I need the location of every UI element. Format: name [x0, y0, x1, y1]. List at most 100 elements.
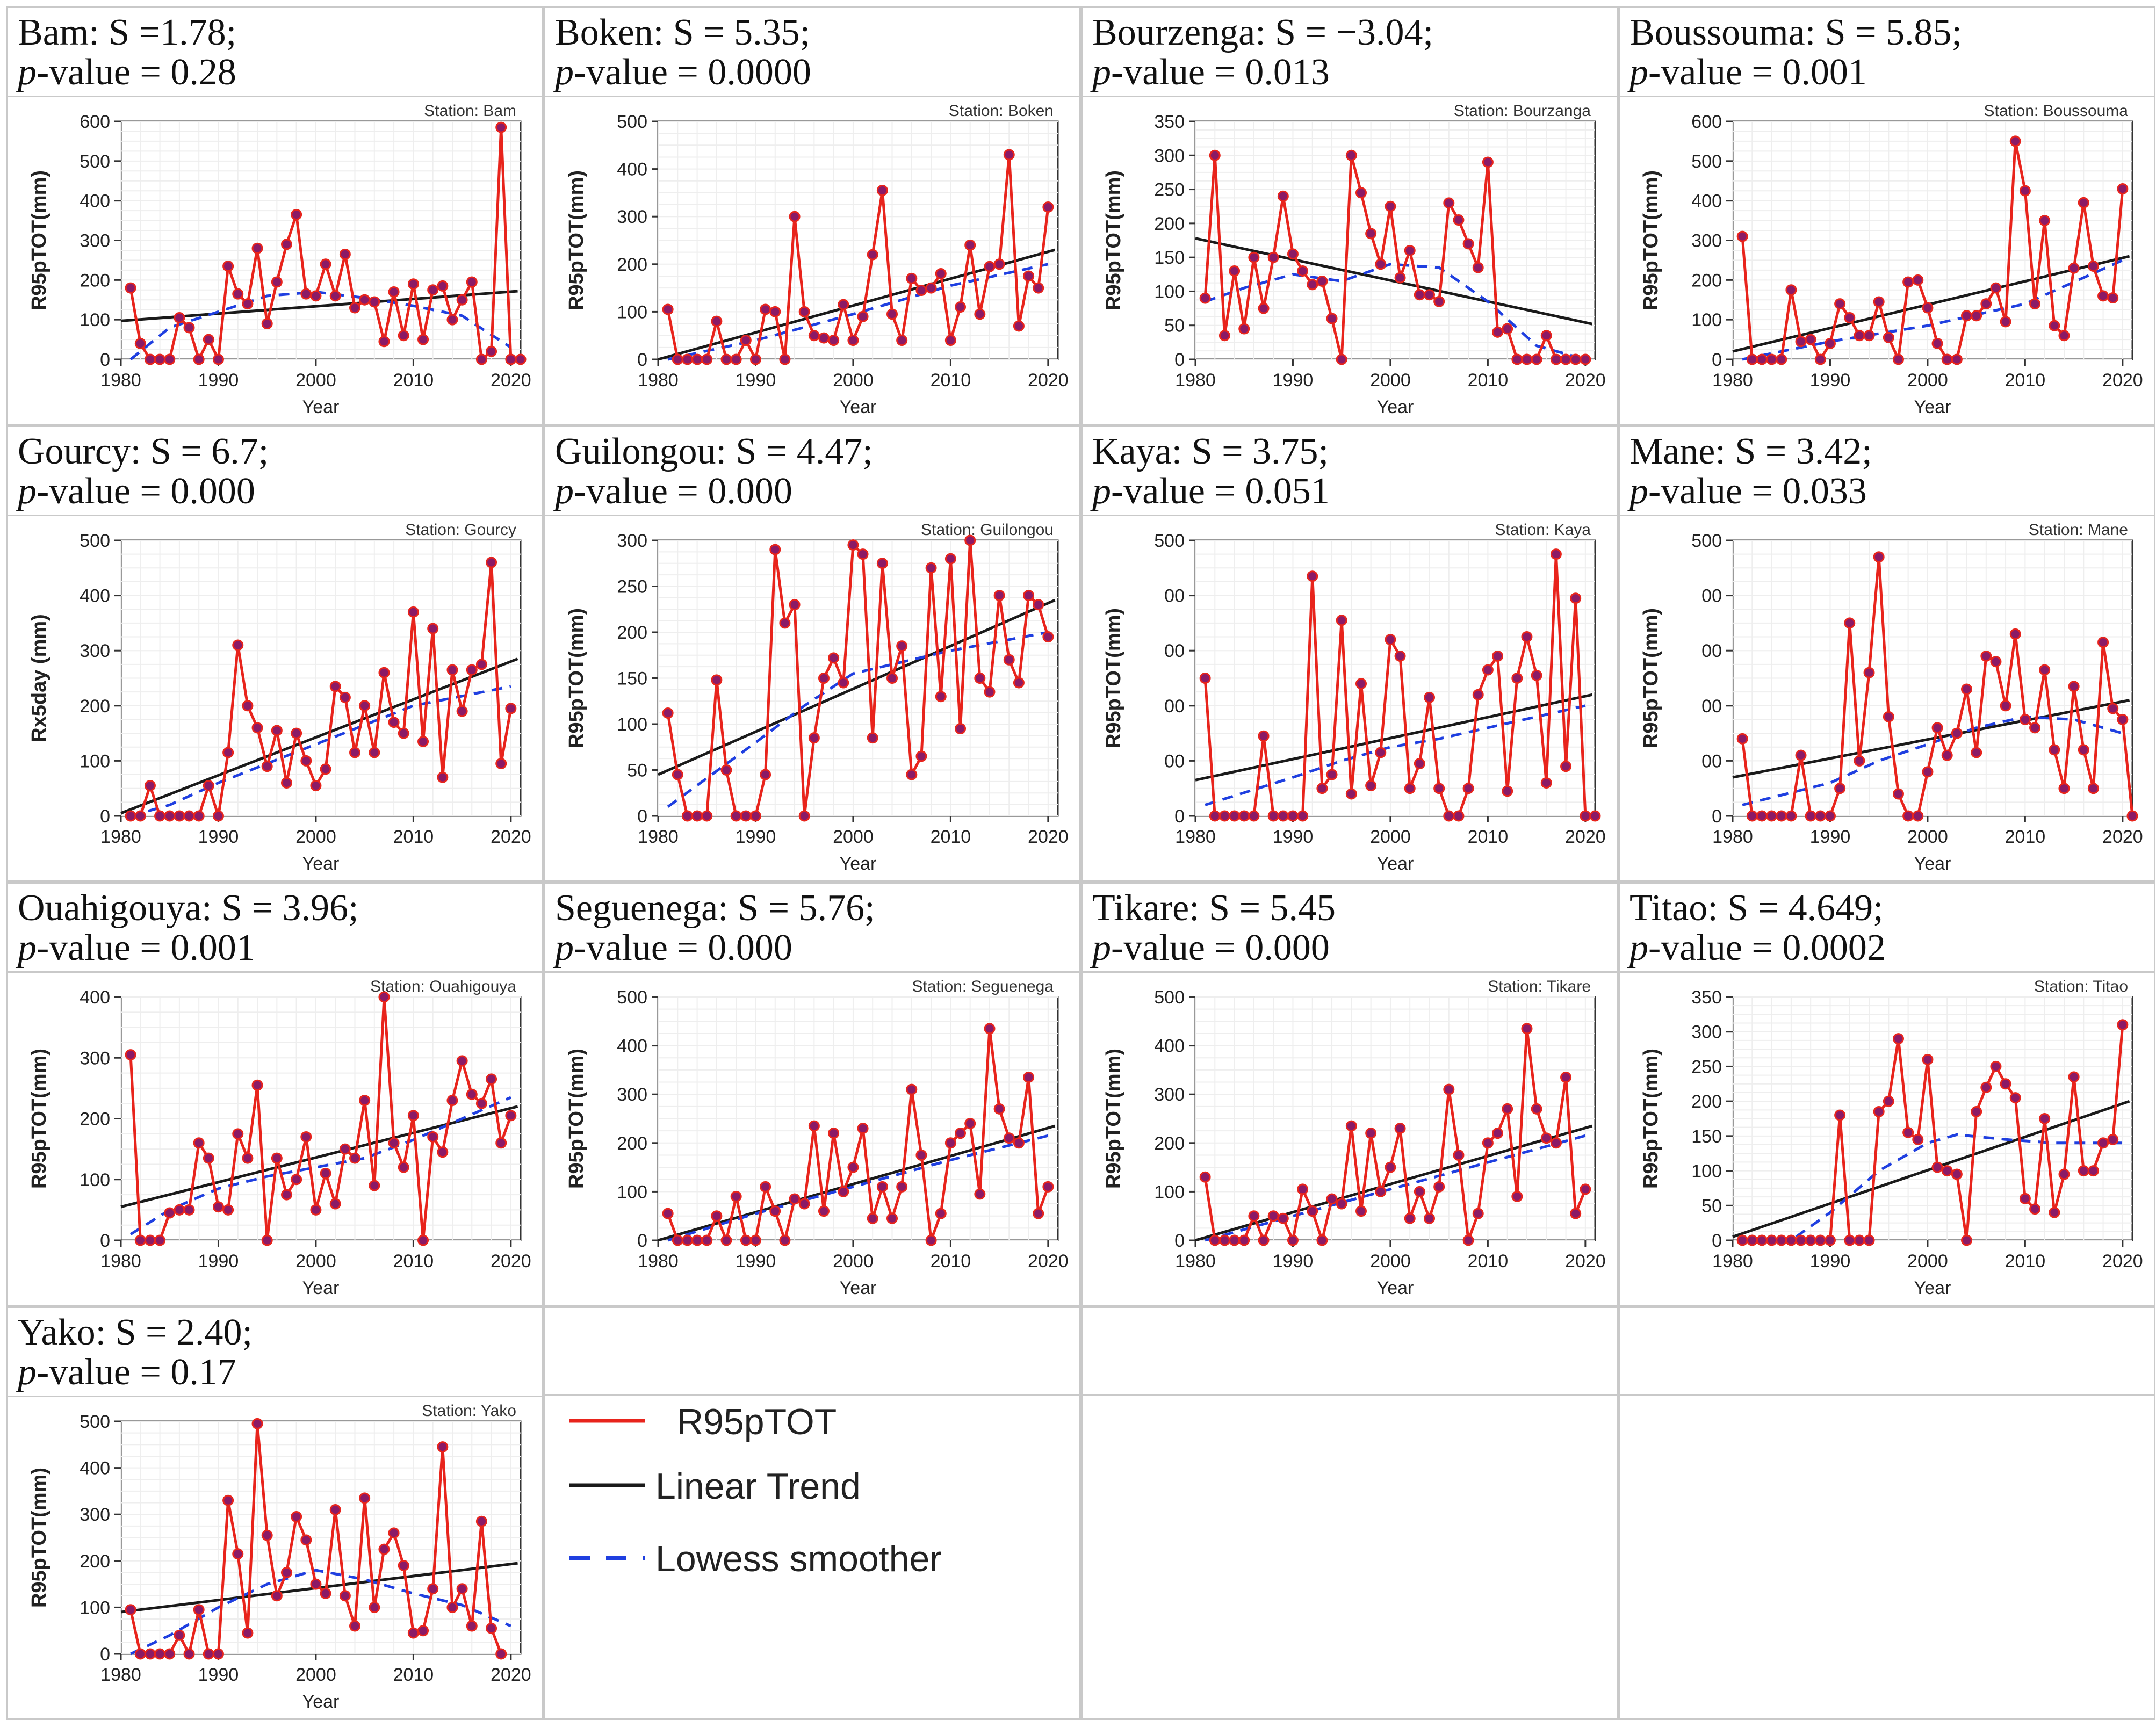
- data-point: [193, 353, 205, 365]
- x-tick-label: 1990: [1273, 827, 1314, 847]
- data-point: [818, 332, 830, 344]
- data-point: [359, 1492, 371, 1504]
- data-point: [1385, 634, 1396, 646]
- r95ptot-series-line: [1203, 1028, 1587, 1246]
- data-point: [2000, 700, 2011, 712]
- data-point: [1033, 599, 1044, 611]
- data-point: [1492, 1128, 1504, 1139]
- data-point: [915, 1149, 927, 1161]
- data-point: [1883, 711, 1894, 722]
- y-axis-label: R95pTOT(mm): [28, 1468, 51, 1608]
- data-point: [134, 1648, 146, 1660]
- data-point: [1941, 749, 1953, 761]
- data-point: [1316, 275, 1328, 287]
- station-label: Station: Ouahigouya: [370, 978, 516, 995]
- data-point: [486, 1622, 497, 1634]
- plot-bam: Station: Bam 0 100 200 300 400 500 600 1980 1990 2…: [28, 102, 531, 417]
- data-point: [1570, 353, 1582, 365]
- data-point: [2078, 197, 2089, 208]
- data-point: [867, 1212, 878, 1224]
- data-point: [964, 239, 976, 251]
- x-tick-label: 2010: [931, 1251, 971, 1271]
- chart-cell-titao: Titao: S = 4.649; p-value = 0.0002 Station…: [1618, 882, 2155, 1306]
- x-tick-label: 2020: [2102, 827, 2143, 847]
- data-point: [847, 1161, 859, 1173]
- data-point: [2107, 292, 2119, 304]
- linear-trend-line: [1195, 237, 1593, 326]
- stat-line: Boken: S = 5.35;: [555, 12, 811, 53]
- station-label: Station: Boken: [949, 102, 1054, 120]
- data-point: [1511, 673, 1523, 684]
- x-tick-label: 2010: [393, 827, 434, 847]
- station-label: Station: Guilongou: [921, 521, 1054, 539]
- y-tick-label: 100: [617, 714, 647, 735]
- data-point: [691, 810, 703, 822]
- data-point: [183, 810, 195, 822]
- data-point: [944, 1137, 956, 1149]
- data-point: [1502, 323, 1513, 335]
- chart-header: Mane: S = 3.42; p-value = 0.033: [1620, 427, 2154, 516]
- data-point: [760, 1181, 771, 1193]
- chart-cell-gourcy: Gourcy: S = 6.7; p-value = 0.000 Station: …: [6, 425, 544, 882]
- data-point: [1824, 1234, 1836, 1246]
- x-tick-label: 1990: [1810, 370, 1851, 391]
- data-point: [1345, 1120, 1357, 1132]
- data-point: [1248, 810, 1260, 822]
- y-tick-label: 200: [1691, 270, 1722, 291]
- x-tick-label: 1990: [198, 827, 239, 847]
- plot-gourcy: Station: Gourcy 0 100 200 300 400 500 1980 1990 2…: [28, 521, 531, 874]
- stat-line: Guilongou: S = 4.47;: [555, 431, 873, 472]
- data-point: [1912, 810, 1924, 822]
- data-point: [300, 1534, 312, 1546]
- data-point: [407, 606, 419, 618]
- data-point: [1756, 1234, 1768, 1246]
- data-point: [944, 335, 956, 346]
- data-point: [828, 1128, 840, 1139]
- data-point: [1550, 353, 1562, 365]
- data-point: [398, 1161, 409, 1173]
- data-point: [681, 353, 693, 365]
- data-point: [486, 1073, 497, 1085]
- data-point: [1394, 1123, 1406, 1134]
- y-axis-label: R95pTOT(mm): [565, 1049, 588, 1189]
- data-point: [730, 1190, 742, 1202]
- data-point: [1776, 353, 1787, 365]
- data-point: [1355, 1205, 1367, 1217]
- x-axis-label: Year: [1914, 397, 1951, 417]
- data-point: [280, 239, 292, 250]
- data-point: [134, 337, 146, 349]
- data-point: [261, 1234, 273, 1246]
- y-tick-label: 100: [1154, 281, 1185, 302]
- data-point: [280, 777, 292, 789]
- y-axis-label: R95pTOT(mm): [28, 1049, 51, 1189]
- data-point: [232, 1128, 244, 1140]
- data-point: [320, 763, 331, 775]
- plot-ouahigouya: Station: Ouahigouya 0 100 200 300 400 1980 1990…: [28, 978, 531, 1298]
- data-point: [867, 249, 878, 261]
- data-point: [1307, 279, 1318, 291]
- data-point: [1502, 785, 1513, 797]
- linear-trend-line: [658, 1124, 1056, 1242]
- data-point: [193, 1604, 205, 1616]
- data-point: [789, 599, 801, 611]
- chart-header: Boussouma: S = 5.85; p-value = 0.001: [1620, 8, 2154, 97]
- data-point: [398, 330, 409, 342]
- legend-swatch-lowess: [569, 1556, 645, 1560]
- linear-trend-line: [120, 1105, 518, 1209]
- data-point: [974, 1188, 986, 1200]
- data-point: [1238, 810, 1250, 822]
- data-point: [828, 335, 840, 346]
- data-point: [1550, 1137, 1562, 1149]
- y-tick-label: 200: [1154, 1133, 1185, 1154]
- x-tick-label: 2000: [833, 1251, 874, 1271]
- x-tick-label: 2000: [1907, 1251, 1948, 1271]
- data-point: [1013, 1137, 1025, 1149]
- p-value-line: p-value = 0.051: [1092, 471, 1330, 512]
- y-tick-label: 350: [1154, 112, 1185, 132]
- data-point: [232, 639, 244, 651]
- data-point: [193, 810, 205, 822]
- data-point: [1892, 788, 1904, 800]
- data-point: [2068, 262, 2080, 274]
- y-tick-label: 200: [80, 270, 110, 291]
- data-point: [2000, 316, 2011, 328]
